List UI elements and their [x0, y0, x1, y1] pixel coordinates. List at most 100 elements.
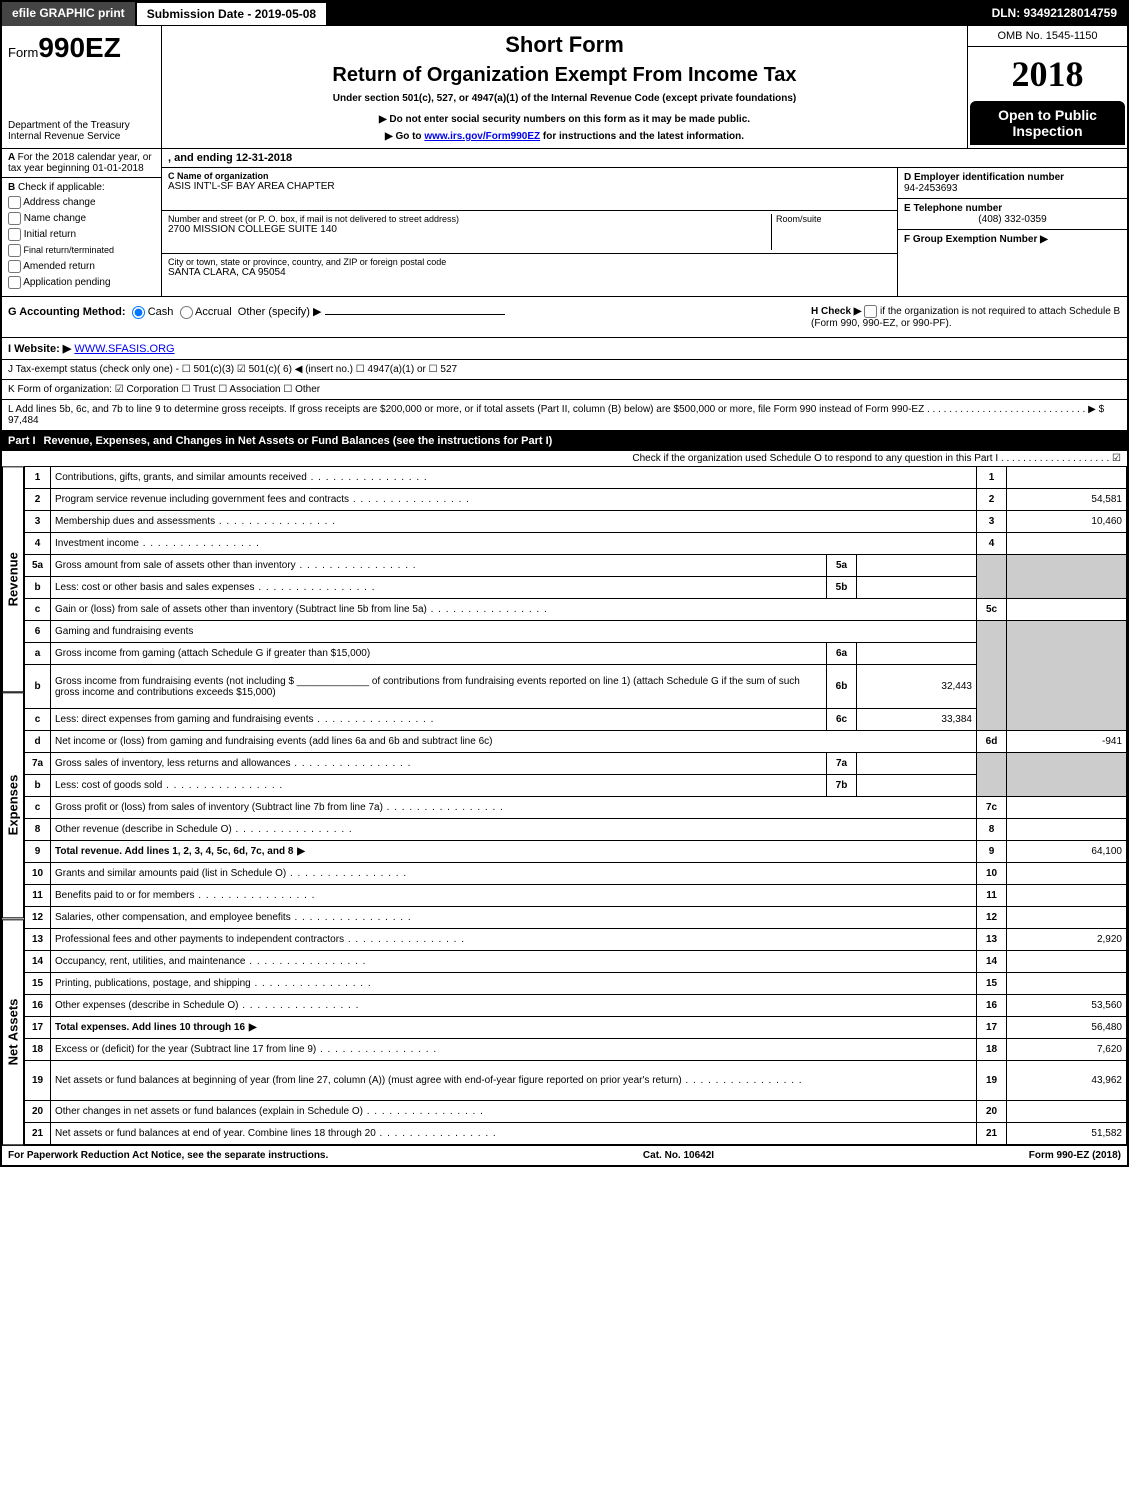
h-check-label: H Check ▶	[811, 306, 861, 317]
line-7b: bLess: cost of goods sold7b	[25, 775, 1127, 797]
form-990ez: 990EZ	[38, 32, 121, 63]
line-6a: aGross income from gaming (attach Schedu…	[25, 643, 1127, 665]
line-4: 4Investment income4	[25, 533, 1127, 555]
g-accounting-label: G Accounting Method:	[8, 306, 126, 318]
row-g-h: G Accounting Method: Cash Accrual Other …	[2, 297, 1127, 338]
line-1: 1Contributions, gifts, grants, and simil…	[25, 467, 1127, 489]
page-footer: For Paperwork Reduction Act Notice, see …	[2, 1145, 1127, 1165]
line-7a: 7aGross sales of inventory, less returns…	[25, 753, 1127, 775]
form-prefix: Form	[8, 45, 38, 60]
e-phone-label: E Telephone number	[904, 203, 1002, 214]
goto-post: for instructions and the latest informat…	[540, 131, 744, 142]
room-suite-label: Room/suite	[771, 214, 891, 250]
submission-date: Submission Date - 2019-05-08	[136, 2, 327, 26]
line-16: 16Other expenses (describe in Schedule O…	[25, 995, 1127, 1017]
line-18: 18Excess or (deficit) for the year (Subt…	[25, 1039, 1127, 1061]
row-i-website: I Website: ▶ WWW.SFASIS.ORG	[2, 338, 1127, 360]
chk-amended-return[interactable]: Amended return	[8, 260, 155, 273]
netassets-label: Net Assets	[2, 919, 24, 1145]
line-14: 14Occupancy, rent, utilities, and mainte…	[25, 951, 1127, 973]
omb-number: OMB No. 1545-1150	[968, 26, 1127, 47]
line-15: 15Printing, publications, postage, and s…	[25, 973, 1127, 995]
line-9: 9Total revenue. Add lines 1, 2, 3, 4, 5c…	[25, 841, 1127, 863]
lines-grid: Revenue Expenses Net Assets 1Contributio…	[2, 466, 1127, 1145]
open-public-badge: Open to Public Inspection	[970, 101, 1125, 145]
line-2: 2Program service revenue including gover…	[25, 489, 1127, 511]
chk-application-pending[interactable]: Application pending	[8, 276, 155, 289]
a-calendar-year: For the 2018 calendar year, or tax year …	[8, 152, 152, 174]
line-6c: cLess: direct expenses from gaming and f…	[25, 709, 1127, 731]
org-address: 2700 MISSION COLLEGE SUITE 140	[168, 224, 771, 235]
i-website-label: I Website: ▶	[8, 343, 71, 355]
radio-cash[interactable]	[132, 306, 145, 319]
line-6b: bGross income from fundraising events (n…	[25, 665, 1127, 709]
dept-irs: Internal Revenue Service	[8, 131, 155, 142]
open-public-2: Inspection	[974, 123, 1121, 139]
a-ending-date: , and ending 12-31-2018	[162, 149, 1127, 168]
part-i-header: Part I Revenue, Expenses, and Changes in…	[2, 431, 1127, 451]
row-l-gross-receipts: L Add lines 5b, 6c, and 7b to line 9 to …	[2, 400, 1127, 431]
footer-formref: Form 990-EZ (2018)	[1029, 1150, 1121, 1161]
line-8: 8Other revenue (describe in Schedule O)8	[25, 819, 1127, 841]
part-i-label: Part I	[8, 435, 44, 447]
e-phone-value: (408) 332-0359	[904, 214, 1121, 225]
line-17: 17Total expenses. Add lines 10 through 1…	[25, 1017, 1127, 1039]
line-7c: cGross profit or (loss) from sales of in…	[25, 797, 1127, 819]
lines-table: 1Contributions, gifts, grants, and simil…	[24, 466, 1127, 1145]
irs-link[interactable]: www.irs.gov/Form990EZ	[424, 131, 540, 142]
line-13: 13Professional fees and other payments t…	[25, 929, 1127, 951]
org-city: SANTA CLARA, CA 95054	[168, 267, 891, 278]
ssn-warning: ▶ Do not enter social security numbers o…	[172, 114, 957, 125]
form-container: efile GRAPHIC print Submission Date - 20…	[0, 0, 1129, 1167]
row-j-tax-exempt: J Tax-exempt status (check only one) - ☐…	[2, 360, 1127, 380]
department-label: Department of the Treasury Internal Reve…	[8, 120, 155, 142]
footer-paperwork: For Paperwork Reduction Act Notice, see …	[8, 1150, 328, 1161]
c-label: C Name of organization	[168, 171, 269, 181]
line-19: 19Net assets or fund balances at beginni…	[25, 1061, 1127, 1101]
form-number: Form990EZ	[8, 32, 155, 64]
b-check-label: Check if applicable:	[18, 182, 105, 193]
dept-treasury: Department of the Treasury	[8, 120, 155, 131]
org-name: ASIS INT'L-SF BAY AREA CHAPTER	[168, 181, 891, 192]
d-ein-value: 94-2453693	[904, 183, 957, 194]
line-5a: 5aGross amount from sale of assets other…	[25, 555, 1127, 577]
chk-name-change[interactable]: Name change	[8, 212, 155, 225]
chk-initial-return[interactable]: Initial return	[8, 228, 155, 241]
part-i-check: Check if the organization used Schedule …	[2, 451, 1127, 466]
tax-year: 2018	[968, 47, 1127, 101]
dln-label: DLN: 93492128014759	[982, 2, 1127, 26]
line-11: 11Benefits paid to or for members11	[25, 885, 1127, 907]
line-5b: bLess: cost or other basis and sales exp…	[25, 577, 1127, 599]
line-10: 10Grants and similar amounts paid (list …	[25, 863, 1127, 885]
chk-schedule-b[interactable]	[864, 305, 877, 318]
chk-address-change[interactable]: Address change	[8, 196, 155, 209]
short-form-title: Short Form	[172, 32, 957, 58]
addr-label: Number and street (or P. O. box, if mail…	[168, 214, 771, 224]
line-20: 20Other changes in net assets or fund ba…	[25, 1101, 1127, 1123]
expenses-label: Expenses	[2, 692, 24, 918]
line-6: 6Gaming and fundraising events	[25, 621, 1127, 643]
efile-print-button[interactable]: efile GRAPHIC print	[2, 2, 136, 26]
column-b-checkboxes: A For the 2018 calendar year, or tax yea…	[2, 149, 162, 296]
d-ein-label: D Employer identification number	[904, 172, 1064, 183]
city-label: City or town, state or province, country…	[168, 257, 891, 267]
line-6d: dNet income or (loss) from gaming and fu…	[25, 731, 1127, 753]
chk-final-return[interactable]: Final return/terminated	[8, 244, 155, 257]
row-k-form-org: K Form of organization: ☑ Corporation ☐ …	[2, 380, 1127, 400]
g-other-label: Other (specify) ▶	[238, 306, 322, 318]
form-header: Form990EZ Department of the Treasury Int…	[2, 26, 1127, 149]
return-title: Return of Organization Exempt From Incom…	[172, 64, 957, 87]
open-public-1: Open to Public	[974, 107, 1121, 123]
under-section: Under section 501(c), 527, or 4947(a)(1)…	[172, 93, 957, 104]
revenue-label: Revenue	[2, 466, 24, 692]
top-bar: efile GRAPHIC print Submission Date - 20…	[2, 2, 1127, 26]
f-group-exemption: F Group Exemption Number ▶	[898, 230, 1127, 249]
line-5c: cGain or (loss) from sale of assets othe…	[25, 599, 1127, 621]
radio-accrual[interactable]	[180, 306, 193, 319]
footer-catno: Cat. No. 10642I	[643, 1150, 714, 1161]
line-3: 3Membership dues and assessments310,460	[25, 511, 1127, 533]
part-i-title: Revenue, Expenses, and Changes in Net As…	[44, 435, 1121, 447]
website-link[interactable]: WWW.SFASIS.ORG	[74, 343, 174, 355]
goto-pre: ▶ Go to	[385, 131, 424, 142]
line-21: 21Net assets or fund balances at end of …	[25, 1123, 1127, 1145]
